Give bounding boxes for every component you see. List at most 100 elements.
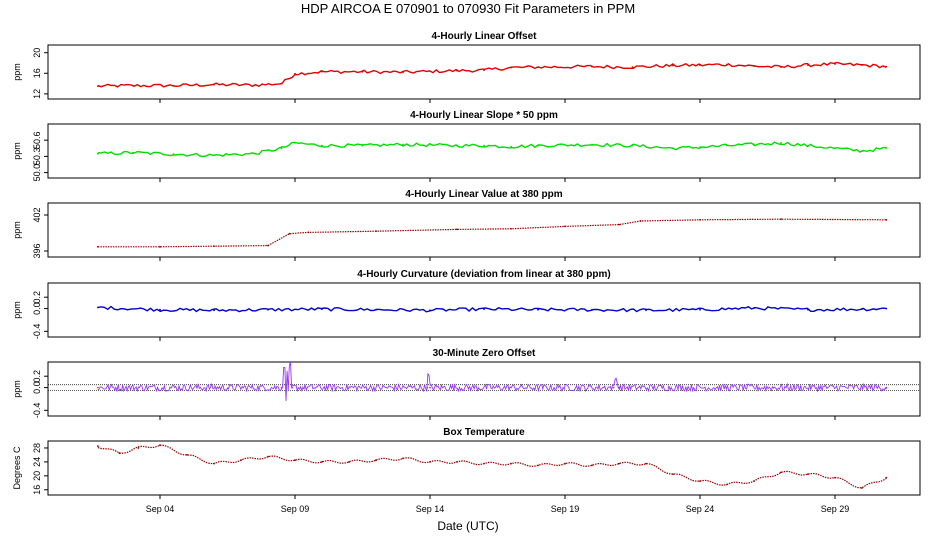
series (97, 444, 888, 489)
data-point (456, 228, 458, 231)
data-point (402, 457, 404, 460)
panels: 4-Hourly Linear Offset121620ppm4-Hourly … (12, 31, 921, 499)
data-point (618, 223, 620, 226)
data-point (807, 144, 809, 147)
y-axis-label: ppm (12, 63, 22, 81)
y-tick-label: 0.0 (32, 381, 42, 394)
series (97, 305, 888, 313)
data-point (726, 63, 728, 66)
y-tick-label: 20 (32, 48, 42, 58)
data-point (213, 462, 215, 465)
y-tick-label: 402 (32, 207, 42, 222)
data-point (780, 142, 782, 144)
y-tick-label: 16 (32, 485, 42, 495)
data-point (861, 150, 863, 152)
data-point (321, 308, 323, 310)
series-line (97, 305, 887, 313)
panel-title: 30-Minute Zero Offset (433, 348, 536, 359)
panel-title: 4-Hourly Linear Value at 380 ppm (405, 189, 562, 200)
data-point (699, 480, 701, 482)
data-point (753, 65, 755, 67)
data-point (618, 386, 620, 389)
y-tick-label: 50.3 (32, 148, 42, 166)
panel-4: 4-Hourly Curvature (deviation from linea… (12, 269, 921, 341)
y-tick-label: 0.0 (32, 302, 42, 315)
data-point (780, 66, 782, 68)
panel-2: 4-Hourly Linear Slope * 50 ppm 50.050.350… (12, 110, 921, 182)
y-axis-label: ppm (12, 380, 22, 398)
data-point (510, 145, 512, 148)
plot-frame (47, 282, 921, 338)
data-point (591, 464, 593, 467)
data-point (564, 225, 566, 228)
data-point (456, 461, 458, 463)
panel-title: 4-Hourly Linear Slope * 50 ppm (410, 110, 558, 121)
y-tick-label: 28 (32, 443, 42, 453)
data-point (159, 444, 161, 447)
data-point (591, 65, 593, 68)
data-point (97, 85, 99, 87)
data-point (280, 82, 283, 85)
panel-3: 4-Hourly Linear Value at 380 ppm 396 402 pp… (12, 189, 921, 261)
data-point (294, 72, 296, 75)
panel-title: 4-Hourly Curvature (deviation from linea… (357, 269, 610, 280)
y-axis-label: Degrees C (12, 446, 22, 490)
data-point (672, 473, 674, 475)
plot-frame (47, 123, 921, 179)
data-point (564, 462, 566, 465)
data-point (456, 144, 458, 147)
data-point (612, 386, 615, 389)
data-point (402, 71, 404, 74)
plot-frame (47, 202, 921, 258)
data-point (834, 147, 836, 150)
data-point (213, 245, 215, 248)
data-point (97, 445, 99, 448)
data-point (429, 386, 431, 389)
data-point (429, 309, 431, 312)
data-point (483, 462, 485, 465)
y-tick-label: -0.4 (32, 403, 42, 419)
data-point (307, 231, 310, 234)
data-point (375, 459, 377, 462)
x-tick-label: Sep 14 (416, 504, 445, 514)
data-point (97, 245, 99, 248)
data-point (483, 69, 485, 72)
data-point (885, 147, 888, 150)
data-point (510, 462, 512, 465)
plot-frame (47, 440, 921, 496)
data-point (699, 308, 701, 311)
data-point (97, 152, 99, 155)
data-point (807, 64, 809, 66)
data-point (639, 220, 642, 222)
data-point (288, 232, 291, 235)
data-point (780, 218, 782, 221)
data-point (885, 218, 888, 221)
data-point (429, 461, 431, 463)
data-point (645, 309, 647, 312)
plot-frame (47, 44, 921, 100)
data-point (618, 462, 620, 465)
data-point (213, 309, 215, 312)
data-point (753, 307, 755, 309)
data-point (645, 462, 647, 465)
series-line (97, 61, 887, 88)
series-line (97, 444, 887, 489)
x-tick-label: Sep 29 (821, 504, 850, 514)
data-point (253, 84, 256, 86)
data-point (861, 64, 863, 66)
data-point (537, 66, 539, 68)
data-point (253, 152, 256, 155)
data-point (807, 473, 809, 475)
data-point (361, 144, 364, 147)
data-point (280, 147, 283, 150)
data-point (726, 144, 728, 147)
x-tick-label: Sep 04 (146, 504, 175, 514)
y-axis-label: ppm (12, 142, 22, 160)
data-point (132, 84, 134, 87)
y-tick-label: 396 (32, 243, 42, 258)
data-point (885, 386, 888, 389)
data-point (631, 66, 634, 68)
series (97, 141, 888, 158)
data-point (885, 65, 888, 68)
data-point (537, 464, 539, 467)
